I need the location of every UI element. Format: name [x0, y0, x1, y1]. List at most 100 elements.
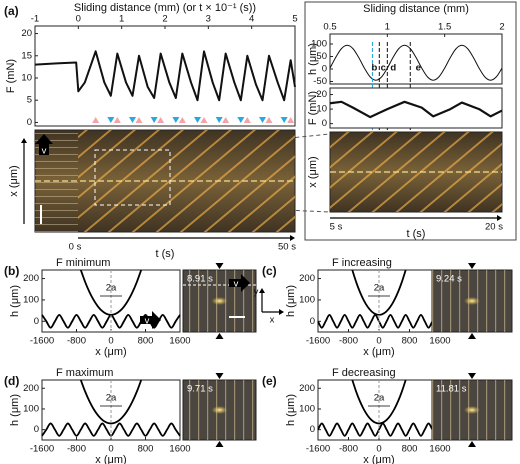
- y-tick-label: 200: [299, 383, 315, 394]
- maximum-marker: [200, 117, 208, 123]
- x-tick-label: -1600: [306, 336, 330, 347]
- arrow-head: [279, 309, 284, 315]
- data-line: [317, 422, 441, 437]
- x-tick-label: -800: [339, 336, 358, 347]
- x-axis-label: Sliding distance (mm) (or t × 10⁻¹ (s)): [74, 2, 256, 14]
- minimum-marker: [150, 117, 158, 123]
- y-axis-label: h (μm): [285, 285, 297, 317]
- y-tick-label: -50: [313, 76, 327, 87]
- maximum-marker: [178, 117, 186, 123]
- maximum-marker: [92, 117, 100, 123]
- position-marker: [215, 263, 224, 269]
- maximum-marker: [222, 117, 230, 123]
- data-line: [79, 269, 143, 316]
- y-tick-label: 20: [21, 28, 32, 39]
- position-marker: [468, 333, 476, 339]
- image-time: 9.71 s: [187, 384, 213, 395]
- velocity-arrow: [140, 311, 161, 329]
- gap-label: 2a: [374, 283, 385, 294]
- x-axis-label: x (μm): [95, 346, 126, 358]
- y-tick-label: 0: [310, 424, 315, 435]
- y-axis-label: x (μm): [8, 165, 20, 196]
- x-axis-label: x (μm): [363, 346, 394, 358]
- x-tick-label: 0: [108, 336, 113, 347]
- minimum-marker: [107, 117, 115, 123]
- maximum-marker: [157, 117, 165, 123]
- y-tick-label: 100: [311, 39, 327, 50]
- y-tick-label: 20: [316, 89, 327, 100]
- image-time: 9.24 s: [436, 274, 462, 285]
- position-marker: [468, 263, 476, 269]
- maximum-marker: [243, 117, 251, 123]
- x-tick-label: 1600: [169, 336, 190, 347]
- marker-label: c: [381, 63, 386, 74]
- minimum-marker: [172, 117, 180, 123]
- y-tick-label: 0: [34, 316, 39, 327]
- x-tick-label: 800: [138, 444, 154, 455]
- position-marker: [468, 373, 476, 379]
- plot-frame: [329, 33, 503, 85]
- data-line: [351, 269, 407, 316]
- time-axis-label: t (s): [407, 228, 426, 240]
- time-start: 0 s: [69, 242, 82, 253]
- image-time: 8.91 s: [187, 274, 213, 285]
- x-tick-label: 800: [402, 444, 418, 455]
- y-tick-label: 50: [316, 51, 327, 62]
- data-line: [79, 379, 143, 425]
- x-tick-label: -800: [67, 336, 86, 347]
- y-tick-label: 15: [21, 50, 32, 61]
- y-axis-label: h (μm): [307, 43, 319, 75]
- y-tick-label: 0: [310, 316, 315, 327]
- minimum-marker: [259, 117, 266, 123]
- maximum-marker: [113, 117, 121, 123]
- panel-label: (d): [4, 374, 19, 388]
- x-tick-label: 5: [292, 14, 297, 25]
- data-line: [351, 379, 407, 425]
- x-tick-label: 2: [499, 22, 504, 33]
- panel-title: F maximum: [56, 367, 113, 379]
- y-tick-label: 0: [27, 117, 32, 128]
- velocity-arrow: [39, 143, 49, 155]
- position-marker: [215, 373, 224, 379]
- gap-label: 2a: [106, 393, 117, 404]
- y-axis-label: F (mN): [5, 59, 17, 93]
- time-end: 20 s: [485, 222, 503, 233]
- x-tick-label: -1600: [30, 336, 54, 347]
- y-tick-label: 5: [27, 95, 32, 106]
- x-tick-label: 2: [162, 14, 167, 25]
- velocity-arrow: [229, 274, 250, 292]
- x-tick-label: 3: [206, 14, 211, 25]
- y-tick-label: 100: [299, 403, 315, 414]
- panel-title: F decreasing: [332, 367, 396, 379]
- x-tick-label: -800: [339, 444, 358, 455]
- x-tick-label: 0: [108, 444, 113, 455]
- arrow-head: [21, 138, 27, 143]
- velocity-label: v: [42, 146, 47, 157]
- time-end: 50 s: [278, 242, 296, 253]
- maximum-marker: [135, 117, 143, 123]
- y-tick-label: 100: [23, 294, 39, 305]
- marker-label: d: [390, 63, 396, 74]
- x-tick-label: 0.5: [323, 22, 336, 33]
- y-axis-label: h (μm): [285, 394, 297, 426]
- y-tick-label: 200: [299, 273, 315, 284]
- y-tick-label: 200: [23, 383, 39, 394]
- x-tick-label: -1: [31, 14, 39, 25]
- x-tick-label: 1: [119, 14, 124, 25]
- minimum-marker: [280, 117, 288, 123]
- x-tick-label: -800: [67, 444, 86, 455]
- plot-frame: [34, 25, 296, 127]
- y-tick-label: 100: [23, 403, 39, 414]
- y-tick-label: 0: [34, 424, 39, 435]
- velocity-arrow: [35, 134, 53, 144]
- contact-spot: [211, 297, 228, 305]
- x-axis-label: x (μm): [95, 454, 126, 464]
- y-axis-label: x (μm): [307, 156, 319, 187]
- arrow-head: [497, 215, 502, 221]
- x-tick-label: 1: [385, 22, 390, 33]
- x-tick-label: 0: [376, 336, 381, 347]
- maximum-marker: [287, 117, 295, 123]
- y-axis-label: h (μm): [9, 285, 21, 317]
